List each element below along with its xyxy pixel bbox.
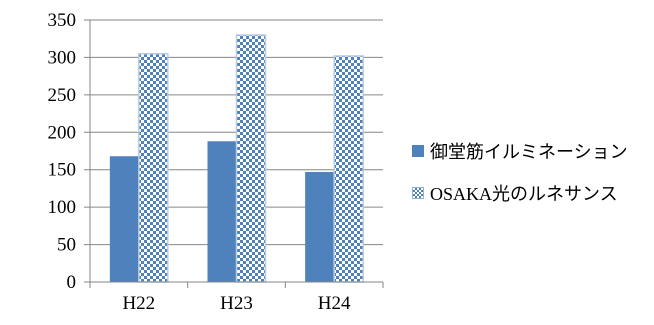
bar-series-1-H22 xyxy=(109,156,139,282)
legend-item-series-1: 御堂筋イルミネーション xyxy=(412,138,652,164)
y-tick-label-5: 250 xyxy=(48,85,77,106)
x-tick-label-H22: H22 xyxy=(122,293,155,314)
y-tick-label-7: 350 xyxy=(48,10,77,31)
y-tick-label-4: 200 xyxy=(48,122,77,143)
x-axis-tick-labels: H22 H23 H24 xyxy=(122,293,351,314)
x-tick-label-H23: H23 xyxy=(220,293,253,314)
legend-label-series-2: OSAKA光のルネサンス xyxy=(430,184,618,204)
legend-swatch-series-1 xyxy=(412,145,424,157)
y-tick-label-2: 100 xyxy=(48,197,77,218)
y-tick-label-6: 300 xyxy=(48,47,77,68)
bar-series-2-H22 xyxy=(138,52,169,283)
y-axis-tick-labels: 0 50 100 150 200 250 300 350 xyxy=(48,10,77,293)
bar-series-2-H24 xyxy=(333,55,364,283)
axes xyxy=(84,20,384,288)
bars xyxy=(109,34,364,283)
legend-item-series-2: OSAKA光のルネサンス xyxy=(412,180,652,206)
bar-series-1-H24 xyxy=(305,171,335,282)
bar-series-2-H23 xyxy=(235,34,267,283)
legend-swatch-series-2 xyxy=(412,187,424,199)
y-tick-label-0: 0 xyxy=(67,272,77,293)
bar-series-1-H23 xyxy=(207,141,237,282)
y-tick-label-1: 50 xyxy=(57,235,76,256)
legend-label-series-1: 御堂筋イルミネーション xyxy=(430,142,628,162)
y-tick-label-3: 150 xyxy=(48,160,77,181)
x-tick-label-H24: H24 xyxy=(318,293,351,314)
